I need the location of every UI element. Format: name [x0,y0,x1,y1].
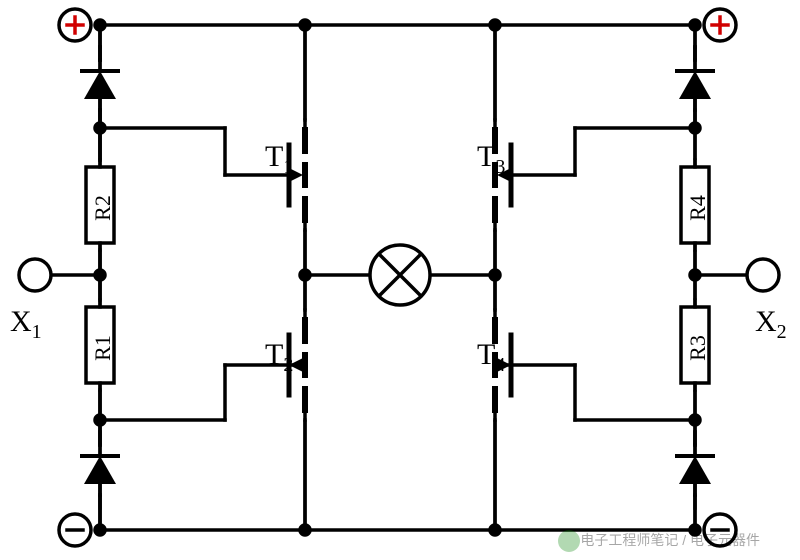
label-T1: T1 [265,140,293,179]
watermark-icon [558,530,580,552]
label-R3: R3 [685,335,711,361]
label-T3: T3 [477,140,505,179]
label-R1: R1 [90,335,116,361]
label-X2: X2 [755,305,787,344]
watermark-text: 电子工程师笔记 / 电子元器件 [580,530,760,550]
label-T4: T4 [477,338,505,377]
label-R4: R4 [685,195,711,221]
label-R2: R2 [90,195,116,221]
label-X1: X1 [10,305,42,344]
label-T2: T2 [265,338,293,377]
